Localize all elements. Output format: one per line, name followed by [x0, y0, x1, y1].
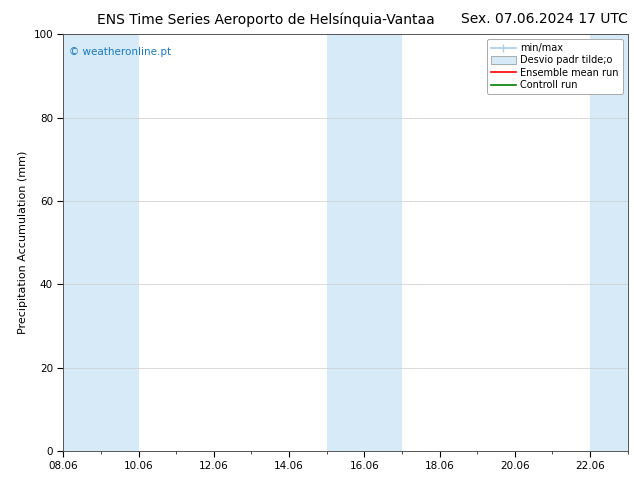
- Text: Sex. 07.06.2024 17 UTC: Sex. 07.06.2024 17 UTC: [461, 12, 628, 26]
- Bar: [590, 34, 628, 451]
- Y-axis label: Precipitation Accumulation (mm): Precipitation Accumulation (mm): [18, 151, 28, 334]
- Bar: [63, 34, 139, 451]
- Text: ENS Time Series Aeroporto de Helsínquia-Vantaa: ENS Time Series Aeroporto de Helsínquia-…: [98, 12, 435, 27]
- Legend: min/max, Desvio padr tilde;o, Ensemble mean run, Controll run: min/max, Desvio padr tilde;o, Ensemble m…: [488, 39, 623, 94]
- Bar: [327, 34, 402, 451]
- Text: © weatheronline.pt: © weatheronline.pt: [69, 47, 171, 57]
